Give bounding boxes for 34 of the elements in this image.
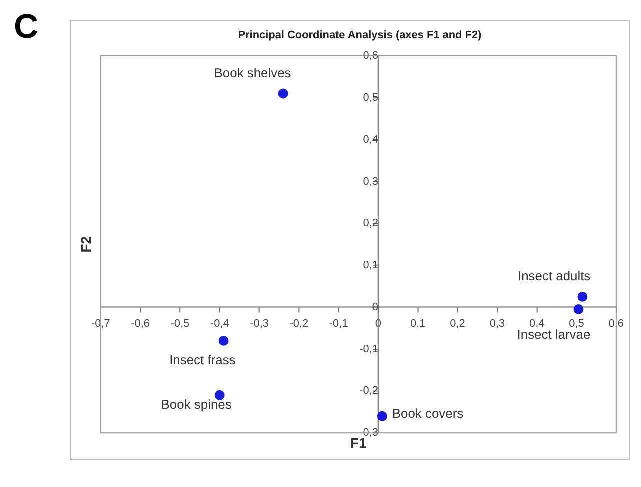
x-tick-label: 0,2 [450, 318, 466, 330]
point [377, 411, 388, 422]
annotation: Insect adults [518, 268, 591, 284]
x-tick-label: -0,2 [290, 318, 309, 330]
point [278, 88, 288, 99]
x-tick-label: 0,1 [410, 318, 426, 330]
text: C [14, 8, 39, 47]
y-tick-label: 0,3 [363, 176, 378, 188]
y-axis-title: F2 [78, 236, 94, 253]
point [214, 390, 225, 400]
x-tick-label: 0,5 [569, 318, 584, 330]
x-tick-label: -0,3 [250, 318, 269, 330]
annotation: Insect frass [170, 352, 236, 368]
x-axis-title: F1 [350, 434, 368, 451]
point [578, 292, 588, 302]
x-tick-label: -0,5 [170, 318, 190, 330]
y-tick-label: 0,2 [363, 218, 378, 230]
x-tick-label: -0,1 [329, 318, 348, 330]
x-tick-label: 0,4 [529, 318, 545, 330]
x-tick-label: -0,4 [210, 318, 230, 330]
annotation: Book covers [392, 406, 464, 421]
point [218, 336, 229, 346]
y-tick-label: 0,5 [363, 92, 378, 104]
y-tick-label: -0,1 [360, 343, 378, 356]
y-tick-label: -0,2 [360, 385, 378, 398]
y-tick-label: 0,1 [363, 260, 378, 272]
x-tick-label: -0,7 [91, 318, 110, 330]
chart-title: Principal Coordinate Analysis (axes F1 and F2) [238, 30, 482, 42]
x-tick-label: 0,3 [490, 318, 506, 330]
x-tick-label: -0,6 [131, 318, 150, 330]
x-tick-label: 0,6 [608, 318, 624, 330]
annotation: Book spines [161, 396, 232, 412]
point [574, 304, 584, 314]
annotation: Book shelves [214, 65, 292, 80]
